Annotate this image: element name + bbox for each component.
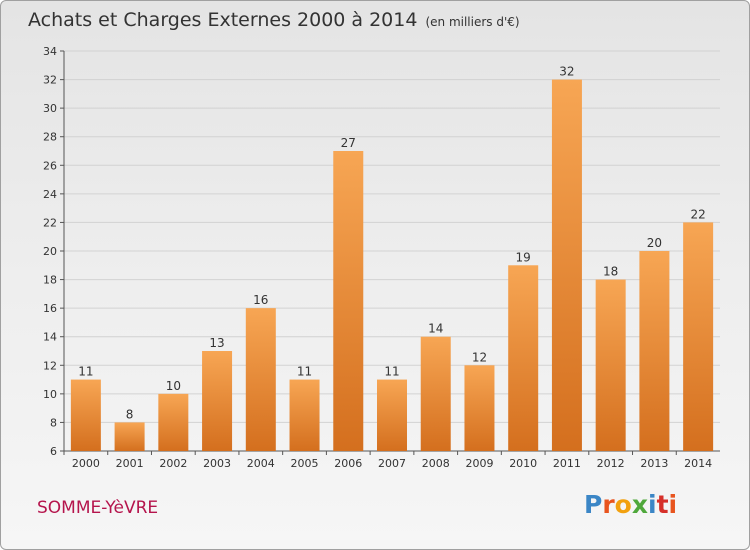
x-tick-label-2011: 2011 [553,457,581,470]
chart-title: Achats et Charges Externes 2000 à 2014 (e… [28,9,520,31]
bar-2004 [245,308,276,451]
y-tick-label: 18 [43,274,57,287]
data-label-2000: 11 [78,365,93,379]
data-label-2010: 19 [516,250,531,264]
data-label-2005: 11 [297,365,312,379]
x-tick-label-2010: 2010 [509,457,537,470]
data-label-2006: 27 [341,136,356,150]
proxiti-logo: Proxiti [584,490,677,519]
y-tick-label: 22 [43,216,57,229]
bar-2013 [639,251,670,451]
bar-2011 [551,79,582,452]
bar-2000 [70,379,101,451]
commune-name: SOMME-YèVRE [37,498,159,518]
data-label-2007: 11 [384,365,399,379]
data-label-2013: 20 [647,236,662,250]
x-tick-label-2001: 2001 [116,457,144,470]
x-tick-label-2014: 2014 [684,457,712,470]
data-label-2009: 12 [472,350,487,364]
logo-letter: r [602,490,615,519]
x-tick-label-2003: 2003 [203,457,231,470]
y-tick-label: 20 [43,245,57,258]
x-tick-label-2000: 2000 [72,457,100,470]
data-label-2014: 22 [690,207,705,221]
bar-2012 [595,279,626,451]
logo-letter: o [614,490,632,519]
bars [70,79,714,452]
y-tick-label: 6 [50,445,57,458]
y-tick-label: 10 [43,388,57,401]
y-tick-labels: 6 8 10 12 14 16 18 20 22 24 26 28 30 32 34 [43,45,57,458]
data-label-2003: 13 [209,336,224,350]
x-tick-label-2005: 2005 [291,457,319,470]
unit-label: (en milliers d'€) [425,15,520,29]
x-tick-labels: 2000 2001 2002 2003 2004 2005 2006 2007 2008 2009… [72,457,712,470]
logo-letter: t [656,490,669,519]
data-label-2011: 32 [559,65,574,79]
bar-2010 [508,265,539,451]
data-label-2002: 10 [166,379,181,393]
bar-2001 [114,422,145,451]
y-tick-label: 14 [43,331,57,344]
x-tick-label-2002: 2002 [159,457,187,470]
y-tick-label: 16 [43,302,57,315]
x-tick-label-2008: 2008 [422,457,450,470]
x-tick-label-2013: 2013 [640,457,668,470]
y-tick-label: 30 [43,102,57,115]
logo-letter: x [631,490,648,519]
logo-letter: P [584,490,603,519]
data-label-2001: 8 [126,407,134,421]
y-tick-label: 26 [43,159,57,172]
x-tick-label-2009: 2009 [465,457,493,470]
y-tick-label: 24 [43,188,57,201]
x-tick-label-2004: 2004 [247,457,275,470]
logo-letter: i [648,490,657,519]
x-tick-label-2007: 2007 [378,457,406,470]
data-label-2012: 18 [603,265,618,279]
y-tick-label: 12 [43,359,57,372]
title-text: Achats et Charges Externes 2000 à 2014 [28,9,418,31]
y-tick-label: 28 [43,131,57,144]
logo-letter: i [668,490,678,519]
y-tick-label: 34 [43,45,57,58]
y-tick-label: 32 [43,74,57,87]
x-tick-label-2006: 2006 [334,457,362,470]
y-tick-label: 8 [50,416,57,429]
bar-2003 [202,351,233,451]
bar-2005 [289,379,320,451]
bar-2002 [158,393,189,451]
bar-2014 [683,222,714,451]
data-labels: 11 8 10 13 16 11 27 11 14 12 19 32 18 20 22 [78,65,706,422]
bar-2009 [464,365,495,451]
bar-2006 [333,151,364,451]
x-tick-label-2012: 2012 [597,457,625,470]
bar-2008 [420,336,451,451]
bar-2007 [377,379,407,451]
data-label-2004: 16 [253,293,268,307]
data-label-2008: 14 [428,322,443,336]
